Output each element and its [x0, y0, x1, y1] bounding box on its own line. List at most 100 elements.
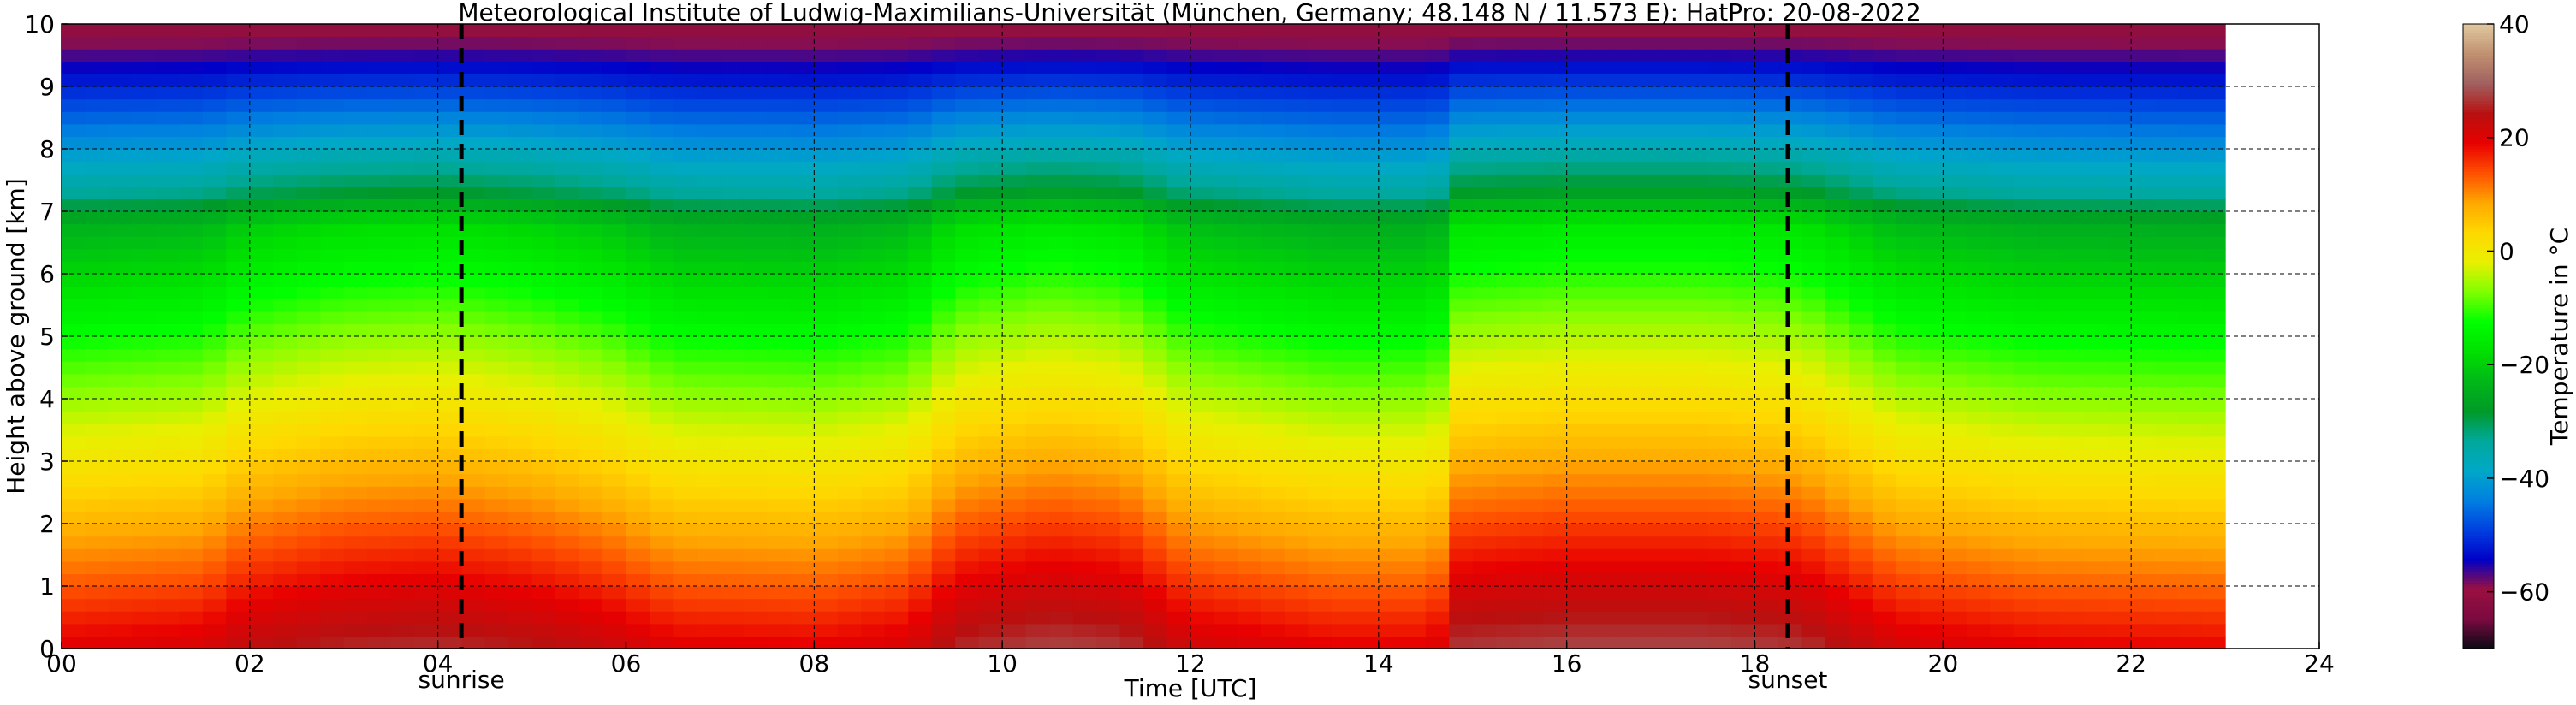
heatmap-cell [1214, 248, 1238, 262]
heatmap-cell [1402, 448, 1427, 462]
heatmap-cell [1919, 373, 1944, 387]
heatmap-cell [2037, 573, 2062, 587]
heatmap-cell [1519, 386, 1544, 400]
heatmap-cell [579, 560, 603, 574]
heatmap-cell [908, 448, 933, 462]
heatmap-cell [62, 86, 86, 100]
heatmap-cell [649, 211, 674, 225]
heatmap-cell [1660, 560, 1685, 574]
heatmap-cell [1707, 198, 1732, 212]
heatmap-cell [673, 61, 697, 74]
heatmap-cell [1261, 399, 1285, 412]
heatmap-cell [320, 248, 345, 262]
heatmap-cell [861, 586, 886, 600]
heatmap-cell [1825, 399, 1850, 412]
heatmap-cell [508, 560, 533, 574]
heatmap-cell [1660, 636, 1685, 649]
heatmap-cell [62, 573, 86, 587]
heatmap-cell [2154, 473, 2179, 487]
heatmap-cell [1754, 524, 1779, 537]
heatmap-cell [2107, 149, 2132, 163]
heatmap-cell [531, 486, 556, 500]
heatmap-cell [179, 286, 204, 299]
heatmap-cell [978, 636, 1003, 649]
heatmap-cell [249, 560, 274, 574]
heatmap-cell [226, 274, 251, 287]
colorbar-cell [2463, 572, 2494, 576]
heatmap-cell [1096, 86, 1121, 100]
heatmap-cell [931, 248, 956, 262]
colorbar-cell [2463, 231, 2494, 235]
heatmap-cell [296, 111, 321, 125]
heatmap-cell [1872, 149, 1896, 163]
heatmap-cell [602, 299, 627, 312]
heatmap-cell [555, 386, 580, 400]
heatmap-cell [955, 286, 980, 299]
heatmap-cell [884, 211, 909, 225]
heatmap-cell [484, 223, 509, 237]
heatmap-cell [1449, 548, 1474, 562]
heatmap-cell [1778, 74, 1803, 87]
heatmap-cell [1966, 149, 1991, 163]
heatmap-cell [1872, 548, 1896, 562]
heatmap-cell [1284, 636, 1309, 649]
heatmap-cell [767, 435, 792, 449]
heatmap-cell [626, 86, 650, 100]
heatmap-cell [2154, 548, 2179, 562]
heatmap-cell [343, 636, 368, 649]
heatmap-cell [955, 448, 980, 462]
heatmap-cell [555, 636, 580, 649]
heatmap-cell [1096, 236, 1121, 250]
heatmap-cell [1825, 198, 1850, 212]
heatmap-cell [1543, 448, 1568, 462]
heatmap-cell [1707, 586, 1732, 600]
heatmap-cell [814, 223, 839, 237]
heatmap-cell [931, 36, 956, 50]
heatmap-cell [649, 424, 674, 437]
heatmap-cell [955, 86, 980, 100]
heatmap-cell [579, 74, 603, 87]
heatmap-cell [1660, 211, 1685, 225]
heatmap-cell [1801, 223, 1826, 237]
heatmap-cell [2201, 536, 2226, 549]
heatmap-cell [1378, 161, 1403, 175]
heatmap-cell [2154, 24, 2179, 38]
heatmap-cell [1166, 161, 1191, 175]
heatmap-cell [2154, 323, 2179, 337]
heatmap-cell [2060, 223, 2085, 237]
heatmap-cell [1801, 174, 1826, 187]
heatmap-cell [2154, 611, 2179, 625]
colorbar-cell [2463, 123, 2494, 127]
heatmap-cell [1990, 123, 2015, 137]
heatmap-cell [814, 611, 839, 625]
heatmap-cell [155, 149, 180, 163]
heatmap-cell [1966, 286, 1991, 299]
heatmap-cell [1119, 399, 1144, 412]
heatmap-cell [626, 311, 650, 324]
heatmap-cell [1472, 286, 1497, 299]
heatmap-cell [531, 511, 556, 524]
heatmap-cell [390, 611, 415, 625]
heatmap-cell [461, 611, 486, 625]
heatmap-cell [2060, 161, 2085, 175]
heatmap-cell [1943, 161, 1968, 175]
heatmap-cell [85, 448, 110, 462]
heatmap-cell [2107, 461, 2132, 475]
heatmap-cell [1002, 336, 1027, 350]
heatmap-cell [179, 435, 204, 449]
heatmap-cell [1025, 536, 1050, 549]
heatmap-cell [696, 299, 721, 312]
heatmap-cell [720, 61, 745, 74]
heatmap-cell [931, 498, 956, 512]
heatmap-cell [273, 373, 298, 387]
heatmap-cell [1190, 299, 1215, 312]
colorbar-cell [2463, 211, 2494, 215]
heatmap-cell [955, 498, 980, 512]
heatmap-cell [1519, 49, 1544, 62]
heatmap-cell [531, 611, 556, 625]
heatmap-cell [1990, 336, 2015, 350]
heatmap-cell [814, 461, 839, 475]
heatmap-cell [202, 461, 227, 475]
colorbar-cell [2463, 447, 2494, 451]
heatmap-cell [461, 323, 486, 337]
